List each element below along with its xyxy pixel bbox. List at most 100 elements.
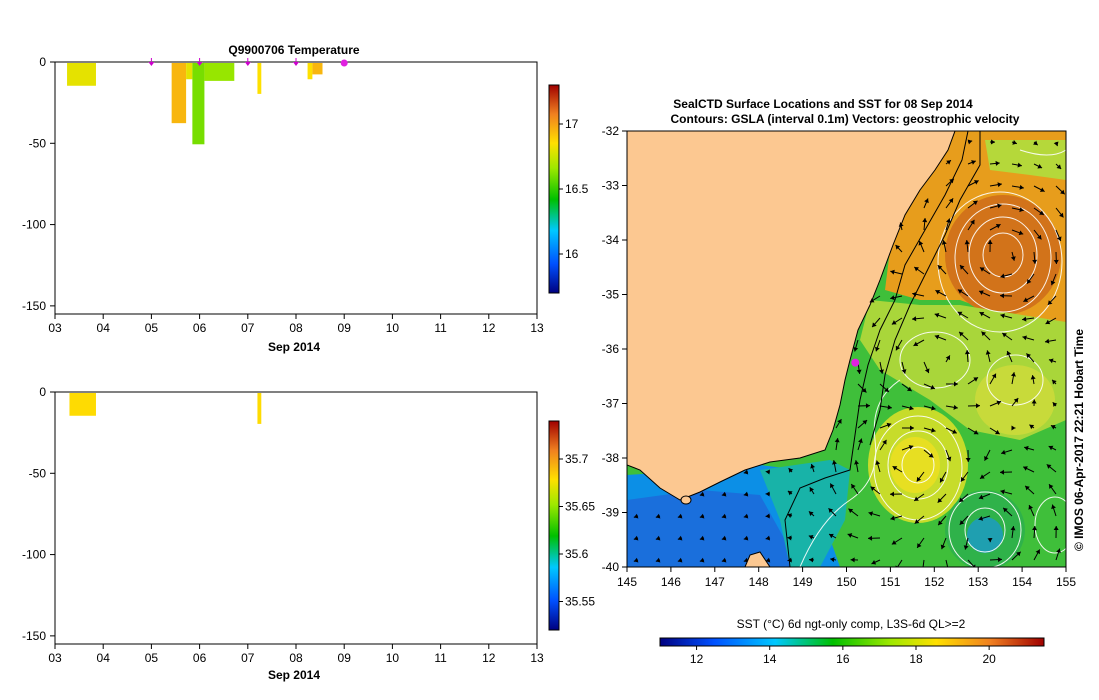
- vector-head-10: [1056, 164, 1062, 169]
- profile-bar-7: [312, 63, 323, 75]
- vector-head-28: [995, 224, 1001, 229]
- vector-head-156: [978, 494, 984, 500]
- y-tick-label--150: -150: [22, 299, 46, 313]
- x-tick-label-07: 07: [241, 321, 255, 335]
- vector-head-26: [945, 218, 951, 224]
- vector-head-139: [980, 474, 985, 479]
- vector-head-166: [765, 513, 770, 519]
- temperature-profile-markers: [148, 58, 348, 67]
- y-tick-label-0: 0: [39, 385, 46, 399]
- vector-head-35: [964, 240, 970, 245]
- vector-head-50: [912, 291, 917, 297]
- vector-head-200: [633, 557, 639, 563]
- vector-head-91: [973, 377, 979, 382]
- vector-head-0: [967, 139, 973, 145]
- vector-head-191: [868, 535, 873, 541]
- vector-head-182: [677, 535, 683, 541]
- vector-head-99: [931, 405, 936, 411]
- vector-head-86: [861, 387, 867, 393]
- vector-head-69: [913, 341, 919, 347]
- sst-colorbar-label-20: 20: [982, 652, 996, 666]
- vector-head-122: [946, 456, 952, 462]
- vector-head-19: [972, 200, 978, 206]
- vector-head-103: [1013, 398, 1019, 403]
- profile-bar-2: [186, 63, 193, 80]
- vector-head-101: [975, 403, 980, 409]
- lon-tick-label-154: 154: [1012, 575, 1032, 589]
- vector-head-22: [1039, 210, 1044, 215]
- map-title: SealCTD Surface Locations and SST for 08…: [673, 97, 973, 111]
- vector-head-52: [957, 289, 963, 294]
- vector-head-62: [979, 311, 985, 317]
- vector-head-88: [906, 386, 912, 392]
- australia-land: [627, 131, 956, 501]
- south-east-cool-core: [967, 517, 1003, 553]
- map-lat-ticks: -32 -33 -34 -35 -36 -37 -38 -39 -40: [602, 124, 627, 574]
- vector-head-5: [946, 160, 951, 165]
- vector-head-89: [930, 384, 935, 390]
- vector-head-199: [1053, 526, 1059, 531]
- vector-head-194: [940, 544, 946, 550]
- vector-head-59: [912, 316, 917, 322]
- vector-head-51: [935, 290, 941, 295]
- vector-head-219: [1056, 548, 1061, 554]
- vector-head-160: [633, 513, 639, 519]
- vector-head-119: [882, 439, 887, 445]
- x-tick-label-10: 10: [386, 321, 400, 335]
- vector-head-105: [1052, 402, 1058, 407]
- sst-colorbar-label-14: 14: [763, 652, 777, 666]
- lon-tick-label-150: 150: [836, 575, 856, 589]
- sst-colorbar-label-12: 12: [690, 652, 704, 666]
- vector-head-92: [991, 373, 997, 379]
- x-tick-label-08: 08: [289, 651, 303, 665]
- vector-head-108: [886, 422, 892, 428]
- salinity-colorbar-ticks: 35.7 35.65 35.6 35.55: [559, 452, 595, 609]
- vector-head-215: [972, 564, 976, 567]
- vector-head-213: [920, 568, 925, 572]
- profile-bar-1: [257, 393, 262, 424]
- vector-head-42: [937, 265, 943, 270]
- island-southeast: [744, 551, 771, 567]
- vector-head-207: [787, 557, 792, 563]
- vector-head-3: [1033, 140, 1038, 146]
- vector-head-36: [987, 240, 993, 245]
- vector-head-83: [1006, 350, 1012, 356]
- vector-head-170: [848, 508, 854, 514]
- vector-head-58: [891, 320, 897, 325]
- seal-position-dot: [851, 358, 860, 367]
- temperature-panel: Q9900706 Temperature 03 04 05 06 07 08 09 10 11 1…: [22, 43, 589, 354]
- vector-head-130: [788, 468, 794, 473]
- vector-head-142: [1046, 464, 1052, 469]
- colorbar-label-35.65: 35.65: [565, 500, 595, 514]
- vector-head-217: [1016, 551, 1021, 557]
- vector-head-158: [1025, 485, 1030, 491]
- vector-head-78: [901, 369, 907, 374]
- vector-head-211: [871, 559, 877, 565]
- vector-head-138: [960, 476, 966, 482]
- lon-tick-label-151: 151: [880, 575, 900, 589]
- x-tick-label-08: 08: [289, 321, 303, 335]
- vector-head-181: [655, 535, 661, 541]
- vector-head-87: [884, 387, 889, 393]
- salinity-profile-bars: [69, 393, 262, 424]
- vector-head-177: [1003, 507, 1008, 513]
- vector-head-21: [1019, 207, 1024, 213]
- vector-head-128: [743, 469, 749, 475]
- vector-head-61: [957, 311, 963, 317]
- map-field: [627, 131, 1066, 572]
- x-tick-label-05: 05: [145, 321, 159, 335]
- vector-head-14: [1019, 184, 1024, 190]
- vector-head-208: [809, 557, 814, 563]
- x-tick-label-05: 05: [145, 651, 159, 665]
- sst-colorbar-label-16: 16: [836, 652, 850, 666]
- sst-colorbar-ticks: 12 14 16 18 20: [690, 646, 996, 666]
- x-tick-label-03: 03: [48, 321, 62, 335]
- vector-head-47: [1050, 280, 1056, 286]
- vector-head-145: [743, 491, 749, 497]
- vector-head-106: [837, 419, 842, 424]
- vector-head-165: [743, 513, 749, 519]
- x-tick-label-10: 10: [386, 651, 400, 665]
- vector-head-132: [832, 460, 837, 465]
- vector-head-94: [1030, 375, 1036, 380]
- lat-tick-label--33: -33: [602, 179, 620, 193]
